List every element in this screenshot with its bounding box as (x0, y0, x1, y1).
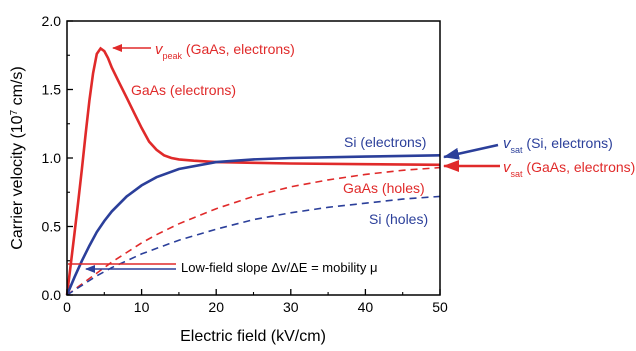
vsat-si-subscript: sat (511, 145, 524, 155)
y-axis-label: Carrier velocity (107 cm/s) (9, 66, 27, 249)
vpeak-subscript: peak (163, 51, 183, 61)
series-line-si-electrons (65, 154, 441, 296)
y-tick-label: 2.0 (42, 13, 62, 29)
ticks-layer: 0 10 20 30 40 50 0.0 0.5 1.0 1.5 2.0 (42, 13, 448, 315)
x-tick-label: 20 (208, 299, 224, 315)
x-tick-label: 50 (432, 299, 448, 315)
plot-frame (66, 20, 441, 296)
series-line-si-holes (66, 195, 441, 296)
y-axis-label-main: Carrier velocity (10 (9, 115, 26, 249)
lowfield-annotation: Low-field slope Δv/ΔE = mobility μ (181, 260, 377, 275)
vsat-gaas-annotation: vsat (GaAs, electrons) (503, 159, 635, 179)
vsat-gaas-symbol: v (503, 159, 512, 176)
y-tick-label: 0.5 (42, 219, 62, 235)
vsat-si-text: (Si, electrons) (523, 135, 613, 151)
x-axis-label: Electric field (kV/cm) (180, 328, 326, 345)
x-tick-label: 30 (283, 299, 299, 315)
label-si-holes: Si (holes) (369, 211, 428, 227)
y-tick-label: 1.0 (42, 150, 62, 166)
label-si-electrons: Si (electrons) (344, 134, 426, 150)
x-tick-label: 10 (134, 299, 150, 315)
x-tick-label: 40 (358, 299, 374, 315)
vsat-si-arrow (443, 143, 499, 160)
vpeak-text: (GaAs, electrons) (182, 41, 295, 57)
label-gaas-holes: GaAs (holes) (343, 180, 425, 196)
vpeak-annotation: vpeak (GaAs, electrons) (155, 41, 295, 61)
label-gaas-electrons: GaAs (electrons) (131, 82, 236, 98)
vsat-gaas-subscript: sat (511, 169, 524, 179)
vsat-si-symbol: v (503, 135, 512, 152)
vpeak-symbol: v (155, 41, 164, 58)
series-line-gaas-electrons (65, 46, 441, 296)
vsat-gaas-text: (GaAs, electrons) (523, 159, 636, 175)
vsat-si-annotation: vsat (Si, electrons) (503, 135, 613, 155)
y-axis-label-unit: cm/s) (9, 66, 26, 110)
y-axis-label-exponent: 7 (9, 109, 20, 115)
y-tick-label: 0.0 (42, 287, 62, 303)
y-tick-label: 1.5 (42, 82, 62, 98)
series-line-gaas-holes (66, 166, 441, 296)
x-tick-label: 0 (63, 299, 71, 315)
series-layer (65, 46, 441, 296)
